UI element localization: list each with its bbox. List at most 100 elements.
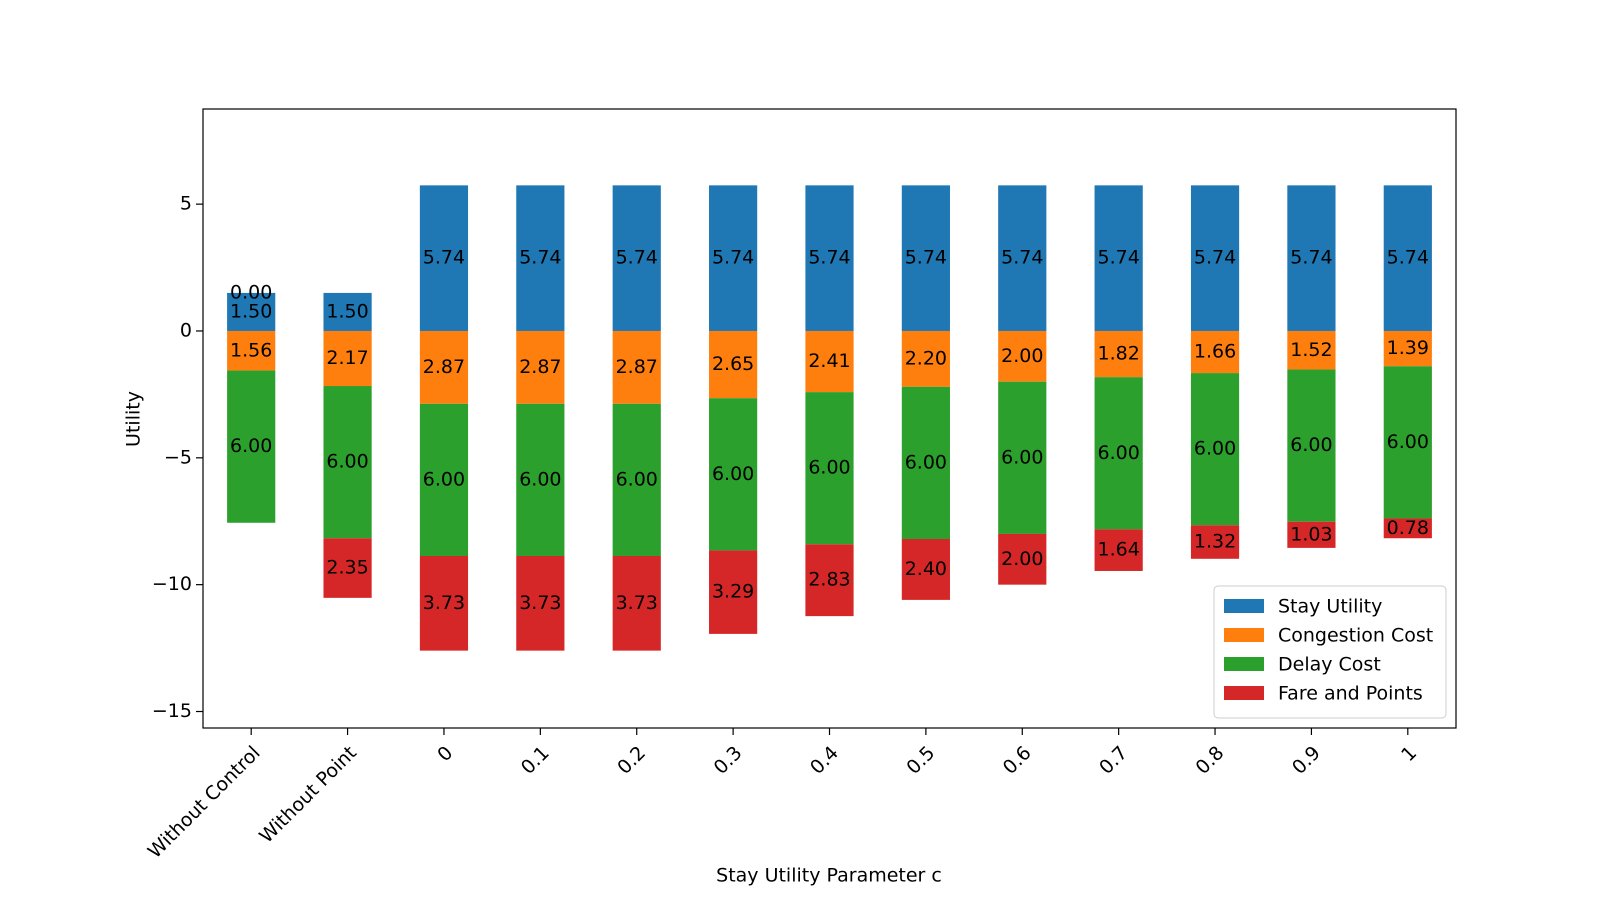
bar-segment [1094, 185, 1143, 331]
bar-segment [227, 330, 276, 371]
value-label: 2.83 [808, 569, 850, 591]
bar-segment [1383, 185, 1432, 331]
value-label: 5.74 [1387, 247, 1429, 269]
value-label: 6.00 [712, 463, 754, 485]
value-label: 1.66 [1194, 341, 1236, 363]
bar-segment [1094, 377, 1143, 530]
x-tick-label: 0.8 [1192, 742, 1229, 779]
bar-segment [1383, 330, 1432, 367]
value-label: 6.00 [519, 468, 561, 490]
value-label: 3.73 [616, 592, 658, 614]
value-label: 6.00 [808, 457, 850, 479]
value-label: 2.35 [326, 557, 368, 579]
legend-swatch [1224, 628, 1264, 642]
y-tick-label: 0 [180, 319, 192, 341]
bar-segment [516, 403, 565, 556]
bar-segment [1287, 369, 1336, 522]
legend-swatch [1224, 686, 1264, 700]
bar-segment [1383, 518, 1432, 539]
value-label: 6.00 [230, 435, 272, 457]
value-label: 1.50 [326, 300, 368, 322]
value-label: 1.56 [230, 339, 272, 361]
legend-box [1213, 585, 1447, 719]
x-tick-label: Without Point [255, 742, 361, 848]
bar-segment [805, 330, 854, 393]
value-label: 5.74 [616, 247, 658, 269]
value-label: 6.00 [616, 468, 658, 490]
bar-segment [1190, 185, 1240, 331]
bar-segment [1094, 529, 1143, 571]
value-label: 2.17 [326, 347, 368, 369]
value-label: 2.65 [712, 353, 754, 375]
bar-segment [901, 386, 950, 540]
bar-segment [419, 555, 469, 651]
legend-swatch [1224, 599, 1264, 613]
value-label: 5.74 [1290, 247, 1332, 269]
value-label: 1.82 [1097, 343, 1139, 365]
value-label: 6.00 [1290, 434, 1332, 456]
value-label: 6.00 [326, 451, 368, 473]
x-tick-label: 0.4 [806, 742, 843, 779]
x-tick-label: 0.3 [710, 742, 747, 779]
legend-label: Stay Utility [1278, 596, 1382, 618]
value-label: 2.41 [808, 350, 850, 372]
value-label: 1.03 [1290, 523, 1332, 545]
value-label: 2.20 [905, 347, 947, 369]
bar-segment [1190, 330, 1240, 374]
x-tick-label: 0.5 [902, 742, 939, 779]
bar-segment [1383, 366, 1432, 519]
value-label: 0.00 [230, 281, 272, 303]
y-axis-label: Utility [123, 391, 145, 447]
value-label: 6.00 [423, 468, 465, 490]
x-tick-label: 0.1 [517, 742, 554, 779]
x-tick-label: 0 [433, 742, 457, 766]
plot-frame [202, 108, 1457, 729]
bar-segment [516, 555, 565, 651]
bar-segment [901, 539, 950, 600]
value-label: 6.00 [1097, 442, 1139, 464]
value-label: 6.00 [1194, 438, 1236, 460]
value-label: 2.00 [1001, 548, 1043, 570]
bar-segment [998, 381, 1047, 534]
bar-segment [998, 330, 1047, 382]
bar-segment [901, 330, 950, 387]
legend-label: Congestion Cost [1278, 625, 1433, 647]
bar-segment [1094, 330, 1143, 378]
value-label: 3.73 [423, 592, 465, 614]
bar-segment [323, 292, 372, 331]
value-label: 5.74 [712, 247, 754, 269]
bar-segment [998, 533, 1047, 585]
value-label: 5.74 [1097, 247, 1139, 269]
bar-segment [1287, 521, 1336, 548]
value-label: 6.00 [1001, 446, 1043, 468]
bar-segment [709, 550, 758, 634]
bar-segment [709, 185, 758, 331]
bar-segment [805, 185, 854, 331]
bar-segment [805, 392, 854, 545]
bar-segment [998, 185, 1047, 331]
x-tick-label: 0.2 [613, 742, 650, 779]
bar-segment [901, 185, 950, 331]
value-label: 3.73 [519, 592, 561, 614]
value-label: 5.74 [1001, 247, 1043, 269]
value-label: 2.40 [905, 558, 947, 580]
bar-segment [805, 544, 854, 617]
value-label: 5.74 [905, 247, 947, 269]
value-label: 2.00 [1001, 345, 1043, 367]
bar-segment [612, 185, 661, 331]
y-tick-label: −10 [152, 573, 192, 595]
bar-segment [1190, 525, 1240, 559]
legend-label: Fare and Points [1278, 683, 1423, 705]
bar-segment [516, 330, 565, 404]
x-tick-label: 0.6 [999, 742, 1036, 779]
value-label: 0.78 [1387, 517, 1429, 539]
value-label: 3.29 [712, 581, 754, 603]
value-label: 5.74 [808, 247, 850, 269]
legend-swatch [1224, 657, 1264, 671]
x-axis-label: Stay Utility Parameter c [716, 865, 942, 887]
bar-segment [612, 403, 661, 556]
value-label: 5.74 [519, 247, 561, 269]
bar-segment [612, 555, 661, 651]
